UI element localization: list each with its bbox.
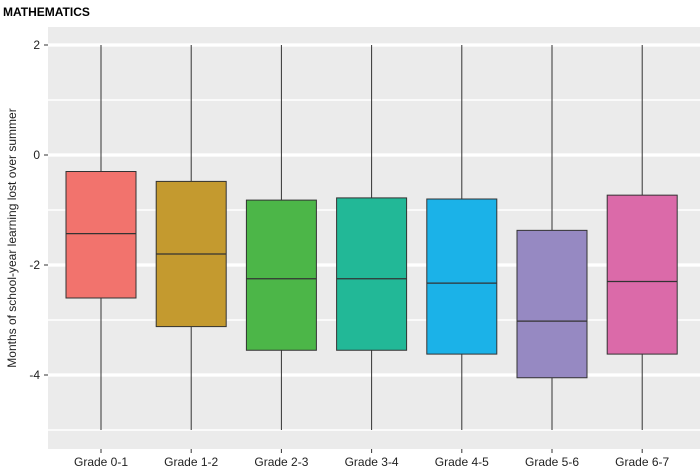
x-axis-ticks: Grade 0-1 Grade 1-2 Grade 2-3 Grade 3-4 Grad… <box>74 449 670 469</box>
y-tick-label: -2 <box>29 258 40 272</box>
box-1 <box>65 45 137 430</box>
chart-title: MATHEMATICS <box>3 5 90 19</box>
boxes <box>65 45 678 430</box>
x-tick-label: Grade 3-4 <box>345 455 399 469</box>
box-4 <box>336 45 408 430</box>
box-2 <box>155 45 227 430</box>
box-6 <box>516 45 588 430</box>
y-tick-label: 2 <box>33 38 40 52</box>
y-axis-label: Months of school-year learning lost over… <box>5 108 19 367</box>
box-body <box>245 199 317 351</box>
x-tick-label: Grade 2-3 <box>254 455 308 469</box>
box-body <box>426 198 498 355</box>
y-axis-ticks: 2 0 -2 -4 <box>29 38 48 382</box>
box-3 <box>245 45 317 430</box>
x-tick-label: Grade 6-7 <box>615 455 669 469</box>
x-tick-label: Grade 4-5 <box>435 455 489 469</box>
x-tick-label: Grade 5-6 <box>525 455 579 469</box>
y-tick-label: -4 <box>29 368 40 382</box>
x-tick-label: Grade 1-2 <box>164 455 218 469</box>
box-5 <box>426 45 498 430</box>
x-tick-label: Grade 0-1 <box>74 455 128 469</box>
box-body <box>65 171 137 299</box>
box-body <box>516 229 588 379</box>
box-body <box>606 194 678 355</box>
box-7 <box>606 45 678 430</box>
box-body <box>336 197 408 351</box>
y-tick-label: 0 <box>33 148 40 162</box>
